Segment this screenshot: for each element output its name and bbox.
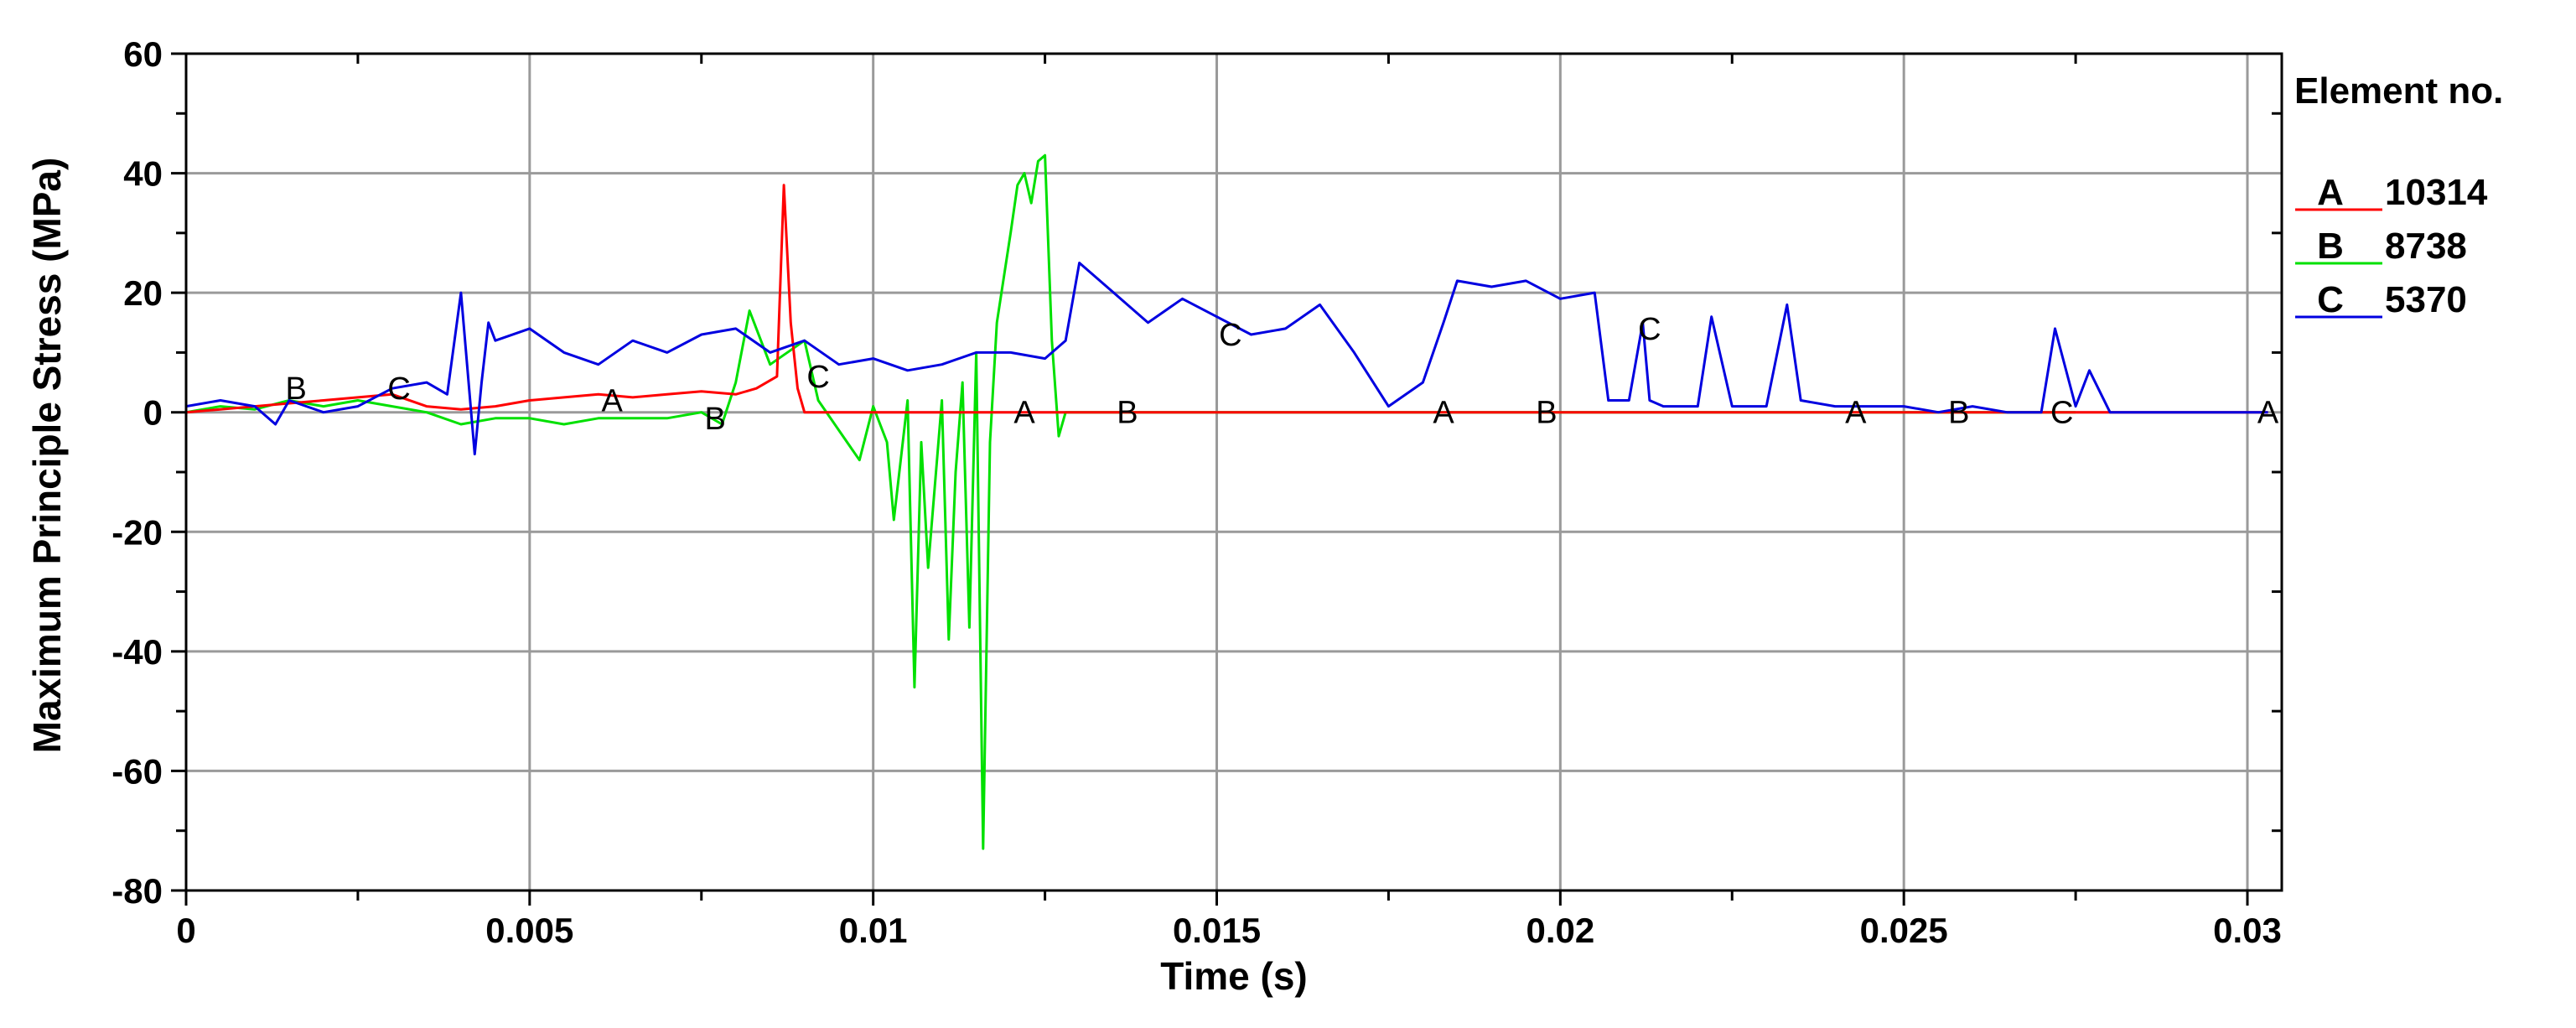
x-tick-label: 0.02 — [1526, 911, 1594, 950]
x-tick-label: 0.015 — [1173, 911, 1261, 950]
legend-label-A: 10314 — [2385, 172, 2488, 213]
legend-marker-A: A — [2317, 172, 2344, 213]
series-marker-C: C — [806, 360, 829, 395]
series-marker-A: A — [602, 383, 624, 418]
x-tick-labels: 0 0.005 0.01 0.015 0.02 0.025 0.03 — [176, 911, 2282, 950]
x-tick-label: 0 — [176, 911, 195, 950]
x-tick-label: 0.005 — [485, 911, 573, 950]
series-layer — [185, 153, 2268, 850]
y-axis-title: Maximum Principle Stress (MPa) — [25, 158, 69, 754]
x-tick-label: 0.03 — [2213, 911, 2282, 950]
y-tick-label: 60 — [123, 34, 163, 74]
x-tick-label: 0.025 — [1860, 911, 1948, 950]
series-marker-A: A — [2257, 396, 2279, 431]
series-marker-C: C — [1219, 318, 1241, 353]
y-tick-labels: -80 -60 -40 -20 0 20 40 60 — [111, 34, 163, 911]
series-marker-B: B — [1536, 396, 1557, 431]
y-tick-label: -40 — [111, 632, 163, 672]
series-marker-C: C — [1638, 312, 1661, 347]
y-tick-label: 40 — [123, 154, 163, 194]
legend-marker-C: C — [2317, 279, 2344, 320]
y-tick-label: -20 — [111, 512, 163, 552]
series-marker-B: B — [1948, 396, 1969, 431]
series-marker-B: B — [285, 371, 306, 407]
minor-ticks — [176, 54, 2282, 901]
series-line-B — [185, 153, 2076, 850]
series-line-A — [185, 184, 2268, 414]
series-marker-A: A — [1013, 396, 1035, 431]
y-tick-label: -60 — [111, 751, 163, 791]
series-marker-C: C — [387, 371, 410, 407]
series-marker-B: B — [704, 402, 725, 437]
x-tick-label: 0.01 — [839, 911, 908, 950]
series-line-C — [185, 262, 2268, 456]
plot-frame — [184, 52, 2283, 892]
legend-label-C: 5370 — [2385, 279, 2467, 320]
series-marker-C: C — [2050, 396, 2073, 431]
series-marker-B: B — [1117, 396, 1138, 431]
legend: Element no. A 10314 B 8738 C 5370 — [2294, 70, 2503, 320]
y-tick-label: 0 — [143, 393, 163, 433]
series-marker-A: A — [1433, 396, 1454, 431]
y-tick-label: 20 — [123, 273, 163, 313]
legend-marker-B: B — [2317, 226, 2344, 267]
x-axis-title: Time (s) — [1160, 954, 1308, 998]
y-tick-label: -80 — [111, 871, 163, 911]
legend-label-B: 8738 — [2385, 226, 2467, 267]
series-marker-A: A — [1845, 396, 1867, 431]
legend-title: Element no. — [2294, 70, 2503, 112]
series-markers: B C A B C A B C A B C A B C A — [285, 312, 2278, 437]
